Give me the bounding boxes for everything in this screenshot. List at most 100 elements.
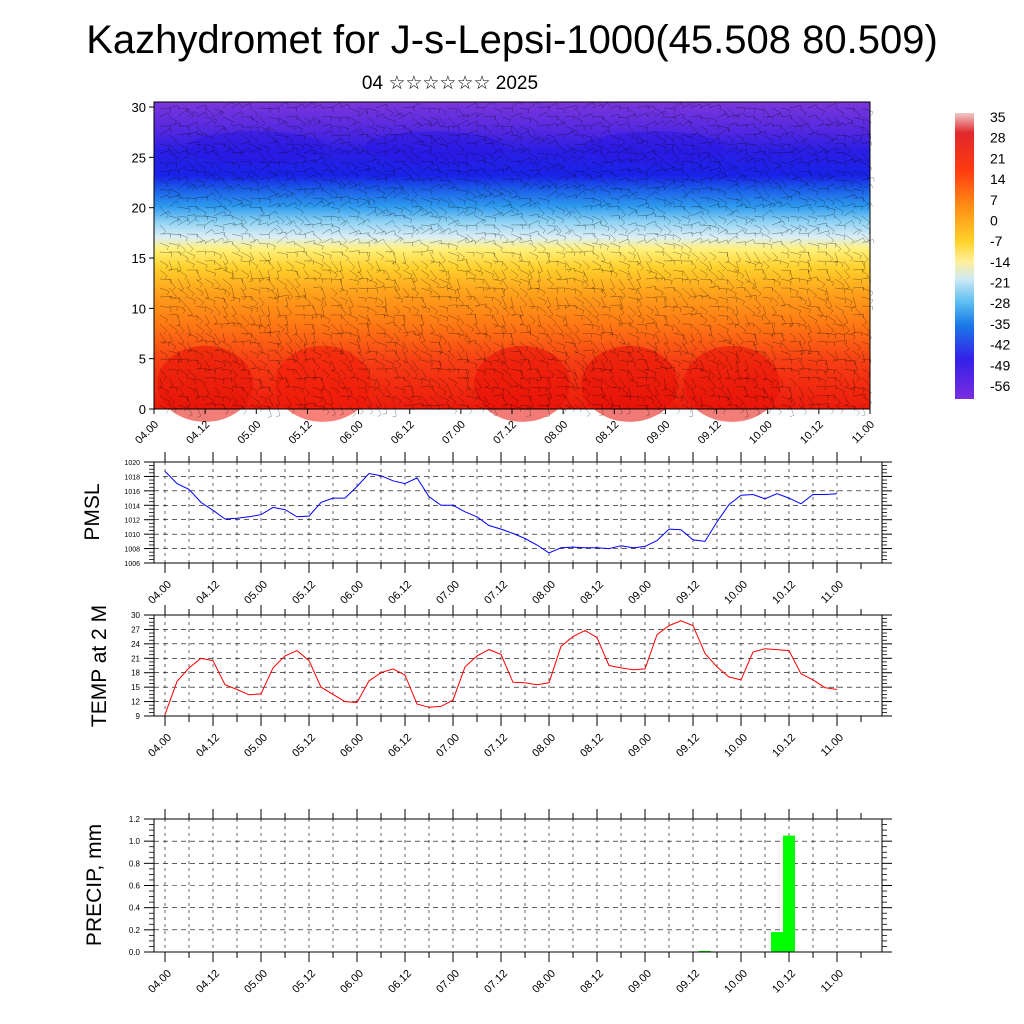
- pmsl-axes: 1006 1008 1010 1012 1014 1016 1018 1020 04.00 04.…: [124, 452, 892, 607]
- x-tick-label: 04.12: [194, 579, 222, 607]
- heatmap-x-tick-label: 10.00: [747, 419, 775, 447]
- x-tick-label: 10.12: [770, 579, 798, 607]
- pmsl-axis-label: PMSL: [81, 483, 104, 540]
- colorbar-label: 21: [990, 150, 1006, 166]
- colorbar-label: -7: [990, 233, 1003, 249]
- precip-bar: [783, 835, 795, 952]
- precip-bar: [771, 932, 783, 952]
- heatmap-x-tick-label: 11.00: [850, 419, 877, 446]
- y-tick-label: 1012: [124, 518, 140, 525]
- heatmap-x-tick-label: 07.12: [491, 419, 519, 447]
- y-tick-label: 1008: [124, 547, 140, 554]
- colorbar-label: 14: [990, 171, 1006, 187]
- x-tick-label: 09.00: [626, 579, 654, 607]
- colorbar-label: -21: [990, 275, 1010, 291]
- x-tick-label: 11.00: [819, 732, 846, 759]
- x-tick-label: 06.12: [386, 968, 414, 996]
- colorbar-label: -56: [990, 378, 1010, 394]
- y-tick-label: 0.8: [129, 859, 141, 868]
- heatmap-x-tick-label: 10.12: [798, 419, 826, 447]
- heatmap-x-tick-label: 07.00: [440, 419, 468, 447]
- x-tick-label: 05.12: [290, 732, 318, 760]
- precip-bar: [699, 950, 711, 952]
- y-tick-label: 1.0: [129, 837, 141, 846]
- x-tick-label: 04.00: [146, 579, 174, 607]
- heatmap-x-tick-label: 06.00: [338, 419, 366, 447]
- heatmap-x-tick-label: 05.00: [235, 419, 263, 447]
- cold-core: [585, 131, 726, 164]
- colorbar-label: 35: [990, 109, 1006, 125]
- x-tick-label: 05.12: [290, 579, 318, 607]
- colorbar-scale: [955, 113, 974, 399]
- temp-axis-label: TEMP at 2 M: [88, 605, 111, 727]
- precip-grid: [154, 818, 882, 953]
- x-tick-label: 07.00: [434, 579, 462, 607]
- x-tick-label: 10.00: [722, 732, 750, 760]
- heatmap-x-tick-label: 06.12: [389, 419, 417, 447]
- x-tick-label: 08.12: [578, 968, 606, 996]
- y-tick-label: 1018: [124, 474, 140, 481]
- x-tick-label: 07.00: [434, 732, 462, 760]
- heatmap-panel: 0 5 10 15 20 25 30 04.00 04.12 05.00 05.12 06.00 06…: [132, 100, 878, 447]
- heatmap-x-tick-label: 09.12: [696, 419, 724, 447]
- colorbar: 35 28 21 14 7 0 -7 -14 -21 -28 -35 -42 -49 -56: [955, 109, 1010, 399]
- warm-patch: [683, 345, 780, 422]
- y-tick-label: 18: [131, 669, 140, 678]
- x-tick-label: 06.00: [338, 579, 366, 607]
- chart-title: Kazhydromet for J-s-Lepsi-1000(45.508 80…: [86, 18, 938, 62]
- x-tick-label: 09.00: [626, 968, 654, 996]
- heatmap-x-tick-label: 05.12: [287, 419, 315, 447]
- colorbar-label: -28: [990, 295, 1010, 311]
- x-tick-label: 10.12: [770, 968, 798, 996]
- pmsl-series-line: [164, 471, 838, 554]
- x-tick-label: 05.00: [242, 579, 270, 607]
- x-tick-label: 09.00: [626, 732, 654, 760]
- x-tick-label: 11.00: [819, 968, 846, 995]
- heatmap-y-tick-label: 25: [132, 150, 146, 165]
- heatmap-y-tick-label: 20: [132, 201, 146, 216]
- y-tick-label: 24: [131, 640, 140, 649]
- x-tick-label: 08.12: [578, 579, 606, 607]
- y-tick-label: 1006: [124, 561, 140, 568]
- y-tick-label: 21: [131, 654, 140, 663]
- x-tick-label: 10.00: [722, 579, 750, 607]
- x-tick-label: 04.00: [146, 732, 174, 760]
- x-tick-label: 04.12: [194, 732, 222, 760]
- wind-barb-field: [158, 101, 875, 418]
- warm-patch: [581, 345, 678, 422]
- colorbar-label: 0: [990, 212, 998, 228]
- y-tick-label: 1014: [124, 503, 140, 510]
- x-tick-label: 05.12: [290, 968, 318, 996]
- colorbar-label: 28: [990, 130, 1006, 146]
- x-tick-label: 06.12: [386, 579, 414, 607]
- x-tick-label: 10.12: [770, 732, 798, 760]
- heatmap-x-tick-label: 09.00: [645, 419, 673, 447]
- precip-panel: 0.0 0.2 0.4 0.6 0.8 1.0 1.2 04.00 04.12 05.00 05.1…: [83, 809, 892, 996]
- precip-axis-label: PRECIP, mm: [83, 824, 106, 946]
- warm-patch: [474, 345, 571, 422]
- cold-core: [186, 131, 327, 164]
- heatmap-y-tick-label: 10: [132, 301, 146, 316]
- pmsl-grid: [154, 461, 882, 564]
- heatmap-x-tick-label: 08.00: [542, 419, 570, 447]
- x-tick-label: 05.00: [242, 968, 270, 996]
- pmsl-frame: [153, 461, 883, 564]
- x-tick-label: 08.00: [530, 968, 558, 996]
- x-tick-label: 11.00: [819, 579, 846, 606]
- chart-subtitle: 04 ☆☆☆☆☆☆ 2025: [361, 73, 539, 94]
- x-tick-label: 09.12: [674, 732, 702, 760]
- heatmap-y-tick-label: 0: [139, 402, 146, 417]
- colorbar-labels: 35 28 21 14 7 0 -7 -14 -21 -28 -35 -42 -49 -56: [990, 109, 1010, 394]
- x-tick-label: 06.12: [386, 732, 414, 760]
- x-tick-label: 09.12: [674, 968, 702, 996]
- x-tick-label: 08.00: [530, 732, 558, 760]
- colorbar-label: -49: [990, 357, 1010, 373]
- heatmap-y-tick-label: 15: [132, 251, 146, 266]
- heatmap-x-tick-label: 08.12: [593, 419, 621, 447]
- temp-series-line: [164, 620, 838, 715]
- x-tick-label: 08.12: [578, 732, 606, 760]
- pmsl-panel: 1006 1008 1010 1012 1014 1016 1018 1020 04.00 04.…: [81, 452, 892, 607]
- y-tick-label: 1010: [124, 532, 140, 539]
- warm-patch: [274, 345, 371, 422]
- y-tick-label: 0.0: [129, 948, 141, 957]
